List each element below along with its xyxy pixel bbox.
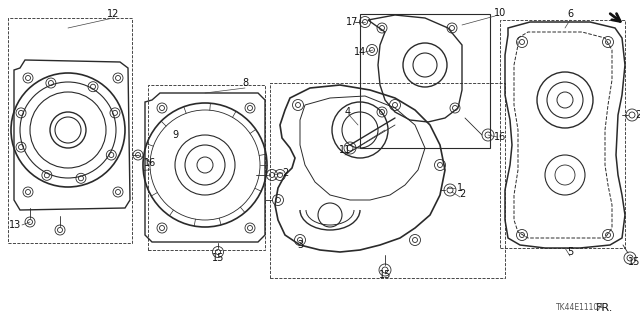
Bar <box>500 20 625 248</box>
Bar <box>148 85 265 250</box>
Text: 3: 3 <box>297 240 303 250</box>
Text: 15: 15 <box>379 270 391 280</box>
Bar <box>8 18 132 243</box>
Text: 2: 2 <box>282 168 288 178</box>
Text: 16: 16 <box>494 132 506 142</box>
Text: 2: 2 <box>635 110 640 120</box>
Text: 15: 15 <box>212 253 224 263</box>
Text: 4: 4 <box>345 107 351 117</box>
Text: 8: 8 <box>242 78 248 88</box>
Bar <box>360 14 490 148</box>
Text: TK44E1110A: TK44E1110A <box>556 303 604 313</box>
Text: 16: 16 <box>144 158 156 168</box>
Bar <box>270 83 505 278</box>
Text: 13: 13 <box>9 220 21 230</box>
Text: 11: 11 <box>339 145 351 155</box>
Text: FR.: FR. <box>596 303 613 313</box>
Text: 12: 12 <box>107 9 119 19</box>
Text: 6: 6 <box>567 9 573 19</box>
Text: 2: 2 <box>459 189 465 199</box>
Text: 9: 9 <box>172 130 178 140</box>
Text: 1: 1 <box>457 183 463 193</box>
Text: 5: 5 <box>567 247 573 257</box>
Text: 17: 17 <box>346 17 358 27</box>
Text: 15: 15 <box>628 257 640 267</box>
Text: 10: 10 <box>494 8 506 18</box>
Text: 14: 14 <box>354 47 366 57</box>
